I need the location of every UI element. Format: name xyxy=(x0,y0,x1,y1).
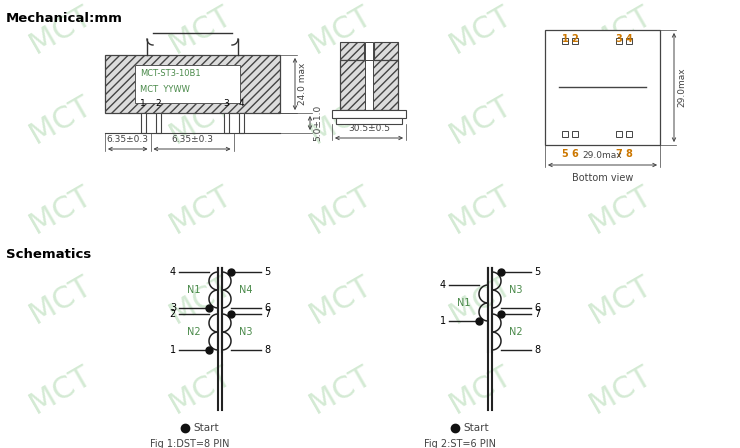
Text: N3: N3 xyxy=(509,285,522,295)
Text: 8: 8 xyxy=(625,149,633,159)
Bar xyxy=(141,113,146,133)
Text: 6.35±0.3: 6.35±0.3 xyxy=(171,135,213,144)
Text: MCT-ST3-10B1: MCT-ST3-10B1 xyxy=(140,69,201,78)
Text: 7: 7 xyxy=(534,309,540,319)
Text: 4: 4 xyxy=(238,99,243,108)
Bar xyxy=(105,55,280,113)
Text: MCT: MCT xyxy=(584,361,656,419)
Text: 2: 2 xyxy=(571,34,579,44)
Text: 3: 3 xyxy=(223,99,229,108)
Bar xyxy=(616,38,622,44)
Bar xyxy=(374,42,398,60)
Text: Bottom view: Bottom view xyxy=(572,173,633,183)
Text: MCT: MCT xyxy=(24,361,96,419)
Text: 7: 7 xyxy=(616,149,622,159)
Text: 4: 4 xyxy=(440,280,446,290)
Text: MCT: MCT xyxy=(584,91,656,149)
Text: MCT  YYWW: MCT YYWW xyxy=(140,85,190,94)
Text: MCT: MCT xyxy=(584,271,656,329)
Text: 7: 7 xyxy=(264,309,270,319)
Text: MCT: MCT xyxy=(304,361,376,419)
Text: N1: N1 xyxy=(187,285,201,295)
Text: 30.5±0.5: 30.5±0.5 xyxy=(348,124,390,133)
Text: MCT: MCT xyxy=(164,1,236,59)
Bar xyxy=(572,131,578,137)
Text: MCT: MCT xyxy=(444,271,516,329)
Text: MCT: MCT xyxy=(444,181,516,239)
Text: 1: 1 xyxy=(440,316,446,326)
Text: MCT: MCT xyxy=(584,1,656,59)
Text: 6: 6 xyxy=(571,149,579,159)
Text: MCT: MCT xyxy=(24,271,96,329)
Text: 1: 1 xyxy=(140,99,146,108)
Text: 5: 5 xyxy=(264,267,270,277)
Text: 1: 1 xyxy=(170,345,176,355)
Text: 2: 2 xyxy=(155,99,161,108)
Bar xyxy=(223,113,229,133)
Bar xyxy=(559,44,646,131)
Bar xyxy=(365,42,373,60)
Bar xyxy=(340,60,398,110)
Text: Start: Start xyxy=(463,423,488,433)
Text: 5.0±1.0: 5.0±1.0 xyxy=(313,105,322,141)
Text: MCT: MCT xyxy=(304,271,376,329)
Text: 8: 8 xyxy=(534,345,540,355)
Text: N3: N3 xyxy=(239,327,253,337)
Text: 8: 8 xyxy=(264,345,270,355)
Bar xyxy=(562,131,568,137)
Bar xyxy=(238,113,243,133)
Text: Fig 1:DST=8 PIN: Fig 1:DST=8 PIN xyxy=(150,439,229,448)
Text: MCT: MCT xyxy=(164,181,236,239)
Bar xyxy=(626,131,632,137)
Text: MCT: MCT xyxy=(164,361,236,419)
Bar xyxy=(155,113,161,133)
Text: 29.0max: 29.0max xyxy=(582,151,622,160)
Bar xyxy=(332,110,406,118)
Text: 5: 5 xyxy=(562,149,568,159)
Text: MCT: MCT xyxy=(164,271,236,329)
Text: 4: 4 xyxy=(625,34,633,44)
Text: Fig 2:ST=6 PIN: Fig 2:ST=6 PIN xyxy=(424,439,496,448)
Text: Schematics: Schematics xyxy=(6,248,91,261)
Text: MCT: MCT xyxy=(444,91,516,149)
Text: MCT: MCT xyxy=(24,91,96,149)
Text: MCT: MCT xyxy=(444,1,516,59)
Text: N2: N2 xyxy=(509,327,523,337)
Text: MCT: MCT xyxy=(304,1,376,59)
Text: MCT: MCT xyxy=(444,361,516,419)
Text: MCT: MCT xyxy=(24,1,96,59)
Text: 29.0max: 29.0max xyxy=(677,68,686,108)
Text: MCT: MCT xyxy=(304,181,376,239)
Text: N4: N4 xyxy=(239,285,253,295)
Text: MCT: MCT xyxy=(304,91,376,149)
Bar xyxy=(135,65,240,103)
Bar xyxy=(572,38,578,44)
Text: 24.0 max: 24.0 max xyxy=(298,63,307,105)
Bar xyxy=(626,38,632,44)
Bar xyxy=(365,60,373,110)
Bar xyxy=(616,131,622,137)
Text: 6: 6 xyxy=(264,303,270,313)
Bar xyxy=(336,118,402,124)
Bar xyxy=(340,42,364,60)
Text: MCT: MCT xyxy=(24,181,96,239)
Text: MCT: MCT xyxy=(584,181,656,239)
Text: 1: 1 xyxy=(562,34,568,44)
Text: 6: 6 xyxy=(534,303,540,313)
Text: 5: 5 xyxy=(534,267,540,277)
Text: N1: N1 xyxy=(457,298,471,308)
Text: 6.35±0.3: 6.35±0.3 xyxy=(107,135,149,144)
Bar xyxy=(545,30,660,145)
Text: Mechanical:mm: Mechanical:mm xyxy=(6,12,123,25)
Text: 2: 2 xyxy=(169,309,176,319)
Text: MCT: MCT xyxy=(164,91,236,149)
Bar xyxy=(562,38,568,44)
Text: 3: 3 xyxy=(616,34,622,44)
Text: 4: 4 xyxy=(170,267,176,277)
Text: N2: N2 xyxy=(187,327,201,337)
Text: Start: Start xyxy=(193,423,218,433)
Text: 3: 3 xyxy=(170,303,176,313)
